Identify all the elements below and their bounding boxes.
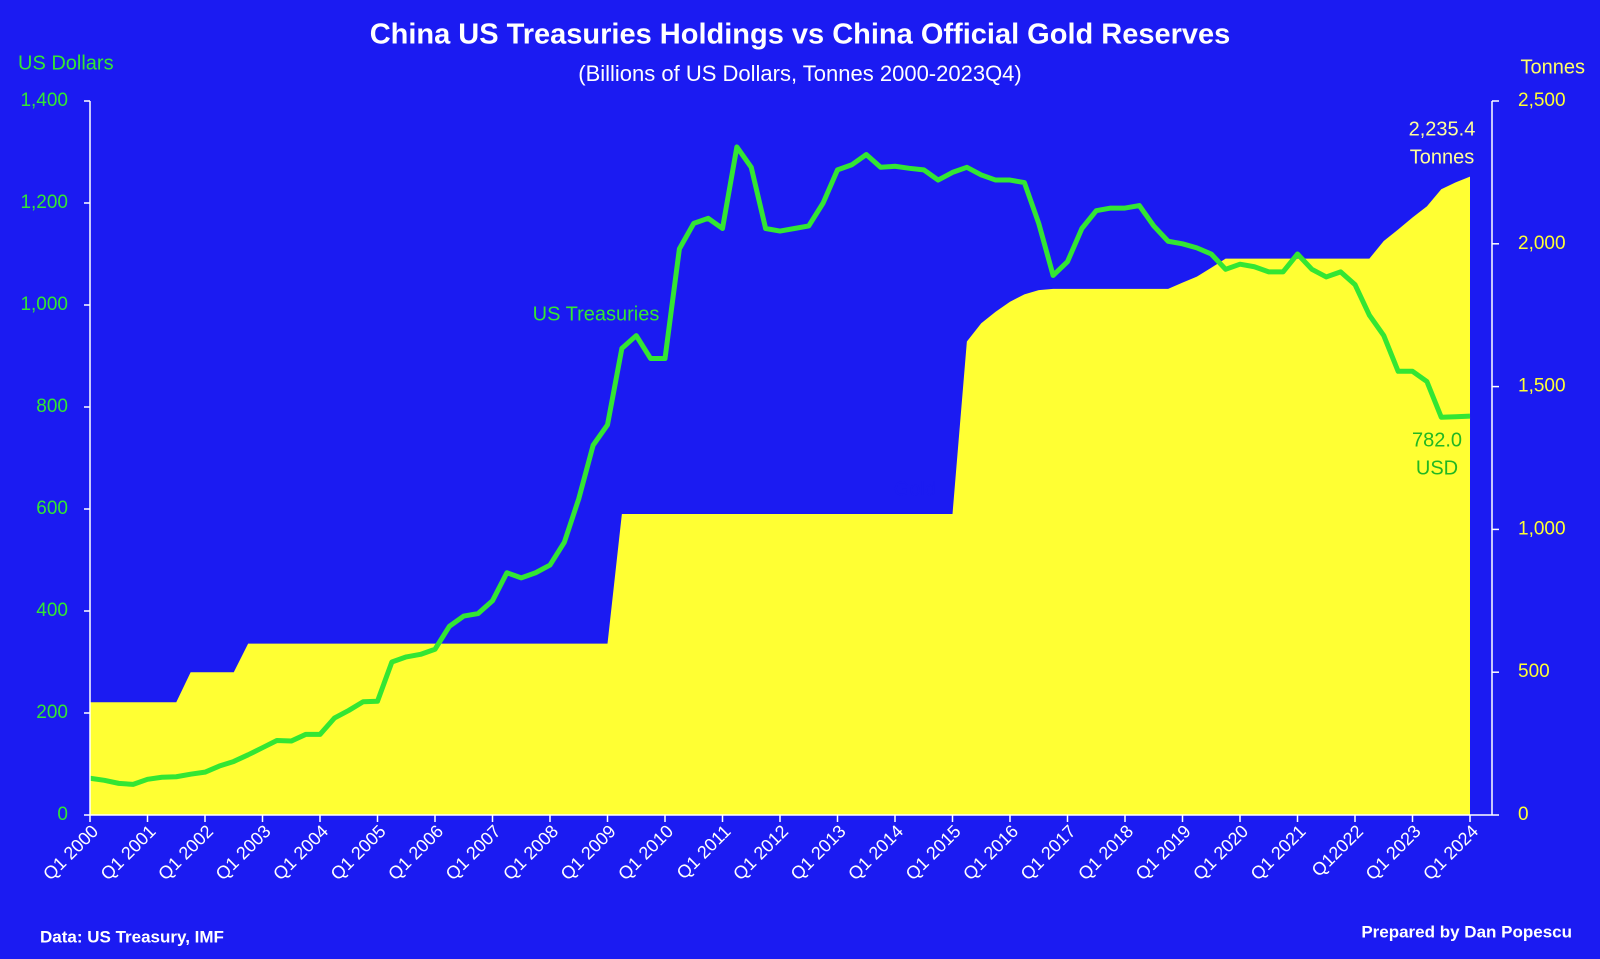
- y2-tick-label: 1,000: [1518, 518, 1566, 539]
- y2-tick-label: 2,000: [1518, 233, 1566, 254]
- series-label: Gold: [894, 478, 936, 500]
- y2-tick-label: 2,500: [1518, 90, 1566, 111]
- y-tick-label: 800: [36, 396, 68, 417]
- y-tick-label: 1,200: [20, 192, 68, 213]
- y2-tick-label: 0: [1518, 804, 1529, 825]
- y-tick-label: 0: [57, 804, 68, 825]
- chart-title: China US Treasuries Holdings vs China Of…: [370, 19, 1231, 51]
- credit: Prepared by Dan Popescu: [1361, 922, 1572, 941]
- annotation: 2,235.4: [1409, 118, 1476, 140]
- annotation: Tonnes: [1410, 146, 1475, 168]
- y2-tick-label: 500: [1518, 661, 1550, 682]
- y-tick-label: 1,000: [20, 294, 68, 315]
- line: [89, 144, 1471, 787]
- y-tick-label: 400: [36, 600, 68, 621]
- y-tick-label: 200: [36, 702, 68, 723]
- y-axis-label: US Dollars: [18, 52, 114, 74]
- y-tick-label: 600: [36, 498, 68, 519]
- area: [90, 176, 1470, 815]
- annotation: USD: [1416, 457, 1458, 479]
- annotation: 782.0: [1412, 429, 1462, 451]
- y2-axis-label: Tonnes: [1521, 56, 1586, 78]
- source: Data: US Treasury, IMF: [40, 927, 224, 946]
- y2-tick-label: 1,500: [1518, 376, 1566, 397]
- series-label: US Treasuries: [533, 303, 660, 325]
- chart-subtitle: (Billions of US Dollars, Tonnes 2000-202…: [578, 61, 1022, 86]
- y-tick-label: 1,400: [20, 90, 68, 111]
